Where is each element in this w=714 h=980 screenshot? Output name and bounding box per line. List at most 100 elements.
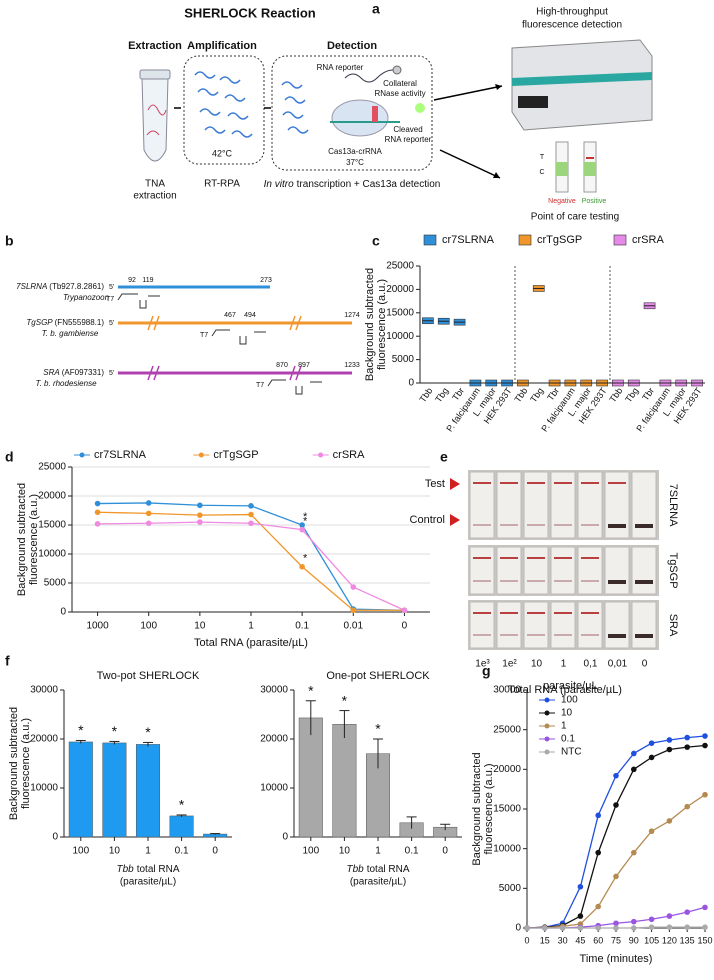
- y-tick-label: 30000: [493, 685, 521, 696]
- test-band: [500, 612, 518, 614]
- arrow: [433, 85, 503, 101]
- point: [577, 913, 584, 919]
- test-band: [581, 612, 599, 614]
- x-tick-label: 0: [442, 846, 448, 857]
- strip: [496, 471, 522, 539]
- point: [613, 873, 619, 880]
- test-band: [608, 482, 626, 484]
- x-tick-label: 0: [524, 935, 529, 945]
- label: Point of care testing: [531, 212, 619, 223]
- legend-label: crSRA: [632, 234, 664, 246]
- point: [702, 904, 708, 911]
- point: [666, 746, 673, 753]
- control-band: [500, 524, 518, 526]
- position: 1274: [344, 312, 360, 319]
- x-tick-label: 10: [339, 846, 351, 857]
- y-tick-label: 15000: [493, 804, 521, 815]
- x-tick-label: 1: [145, 846, 151, 857]
- x-axis-label: (parasite/µL): [120, 877, 176, 888]
- series-line: [97, 521, 405, 611]
- bar: [68, 741, 93, 838]
- strip-window: [584, 162, 596, 176]
- x-axis-label-italic: Tbb: [346, 864, 364, 875]
- panel-e: Test Control Total RNA (parasite/µL) 7SL…: [410, 470, 679, 696]
- bar: [298, 717, 323, 838]
- position: 494: [244, 312, 256, 319]
- x-axis-label: Tbb total RNA: [116, 864, 179, 875]
- legend-dot: [198, 452, 204, 458]
- legend-label: crTgSGP: [537, 234, 582, 246]
- gene-label: 7SLRNA (Tb927.8.2861): [16, 282, 104, 291]
- test-band: [581, 482, 599, 484]
- point: [648, 754, 655, 761]
- y-axis-label: Background subtracted: [471, 752, 483, 865]
- point: [613, 920, 619, 927]
- step: Detection: [327, 40, 377, 52]
- y-tick-label: 20000: [386, 284, 414, 295]
- label: High-throughput: [536, 7, 608, 18]
- reporter: [344, 69, 394, 83]
- row-label: 7SLRNA: [667, 484, 679, 527]
- point: [145, 520, 152, 527]
- point: [702, 924, 708, 931]
- point: [648, 924, 655, 931]
- tube-content: [146, 104, 167, 136]
- point: [666, 737, 673, 743]
- point: [631, 849, 637, 856]
- series-line: [526, 794, 706, 929]
- title: SHERLOCK Reaction: [184, 5, 316, 20]
- panel-label: g: [482, 663, 491, 679]
- label: RNA reporter: [317, 63, 364, 72]
- chart-title: Two-pot SHERLOCK: [97, 670, 200, 682]
- position: 92: [128, 277, 136, 284]
- control-band: [473, 580, 491, 582]
- point: [577, 883, 584, 890]
- legend-label: crTgSGP: [213, 449, 258, 461]
- x-tick-label: 10: [194, 621, 206, 632]
- control-band: [473, 524, 491, 526]
- x-tick-label: 45: [575, 935, 585, 945]
- x-tick-label: Tbb: [512, 386, 529, 404]
- y-axis-label: fluorescence (a.u.): [28, 494, 40, 585]
- control-band: [581, 580, 599, 582]
- five-prime: 5': [109, 284, 114, 291]
- x-tick-label: 90: [629, 935, 639, 945]
- x-tick-label: 75: [611, 935, 621, 945]
- significance: *: [375, 721, 381, 737]
- y-tick-label: 10000: [386, 331, 414, 342]
- y-tick-label: 10000: [493, 843, 521, 854]
- point: [350, 607, 357, 614]
- legend-label: crSRA: [333, 449, 365, 461]
- arrow-head: [495, 84, 502, 90]
- gene-id: (AF097331): [62, 368, 105, 377]
- test-band: [581, 557, 599, 559]
- y-tick-label: 0: [408, 378, 414, 389]
- point: [648, 916, 655, 923]
- x-tick-label: 1: [248, 621, 254, 632]
- control-band: [581, 524, 599, 526]
- panel-label: c: [372, 233, 380, 249]
- arrow: [439, 149, 501, 179]
- point: [542, 925, 548, 931]
- control-band: [635, 634, 653, 638]
- label: Negative: [548, 198, 576, 205]
- point: [299, 526, 305, 533]
- chart-title: One-pot SHERLOCK: [326, 670, 430, 682]
- test-band: [500, 482, 518, 484]
- point: [613, 802, 619, 808]
- position: 467: [224, 312, 236, 319]
- test-band: [554, 557, 572, 559]
- control-band: [527, 580, 545, 582]
- strip: [631, 471, 657, 539]
- x-tick-label: 120: [662, 935, 677, 945]
- legend-dot: [544, 736, 550, 742]
- y-tick-label: 5000: [392, 354, 415, 365]
- point: [666, 913, 673, 919]
- bar: [102, 742, 127, 838]
- control-band: [635, 524, 653, 528]
- lane-label: 1e³: [475, 659, 490, 670]
- y-axis-label: fluorescence (a.u.): [376, 279, 388, 370]
- test-band: [473, 482, 491, 484]
- x-tick-label: 10: [109, 846, 121, 857]
- gene-name: SRA: [43, 368, 59, 377]
